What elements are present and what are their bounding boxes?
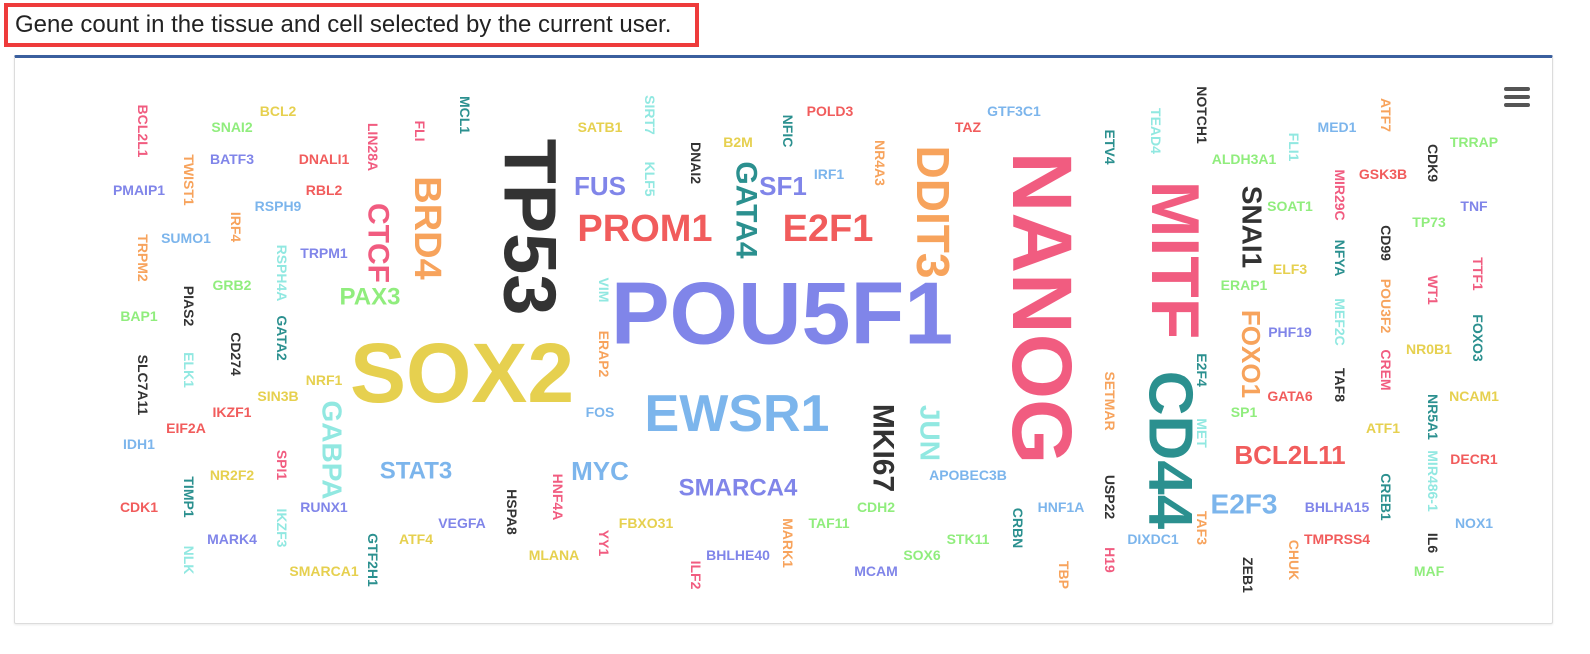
- wordcloud-panel: [14, 55, 1553, 624]
- menu-line: [1504, 87, 1530, 91]
- menu-line: [1504, 95, 1530, 99]
- menu-line: [1504, 103, 1530, 107]
- chart-caption: Gene count in the tissue and cell select…: [4, 3, 699, 47]
- hamburger-menu-icon[interactable]: [1504, 87, 1530, 109]
